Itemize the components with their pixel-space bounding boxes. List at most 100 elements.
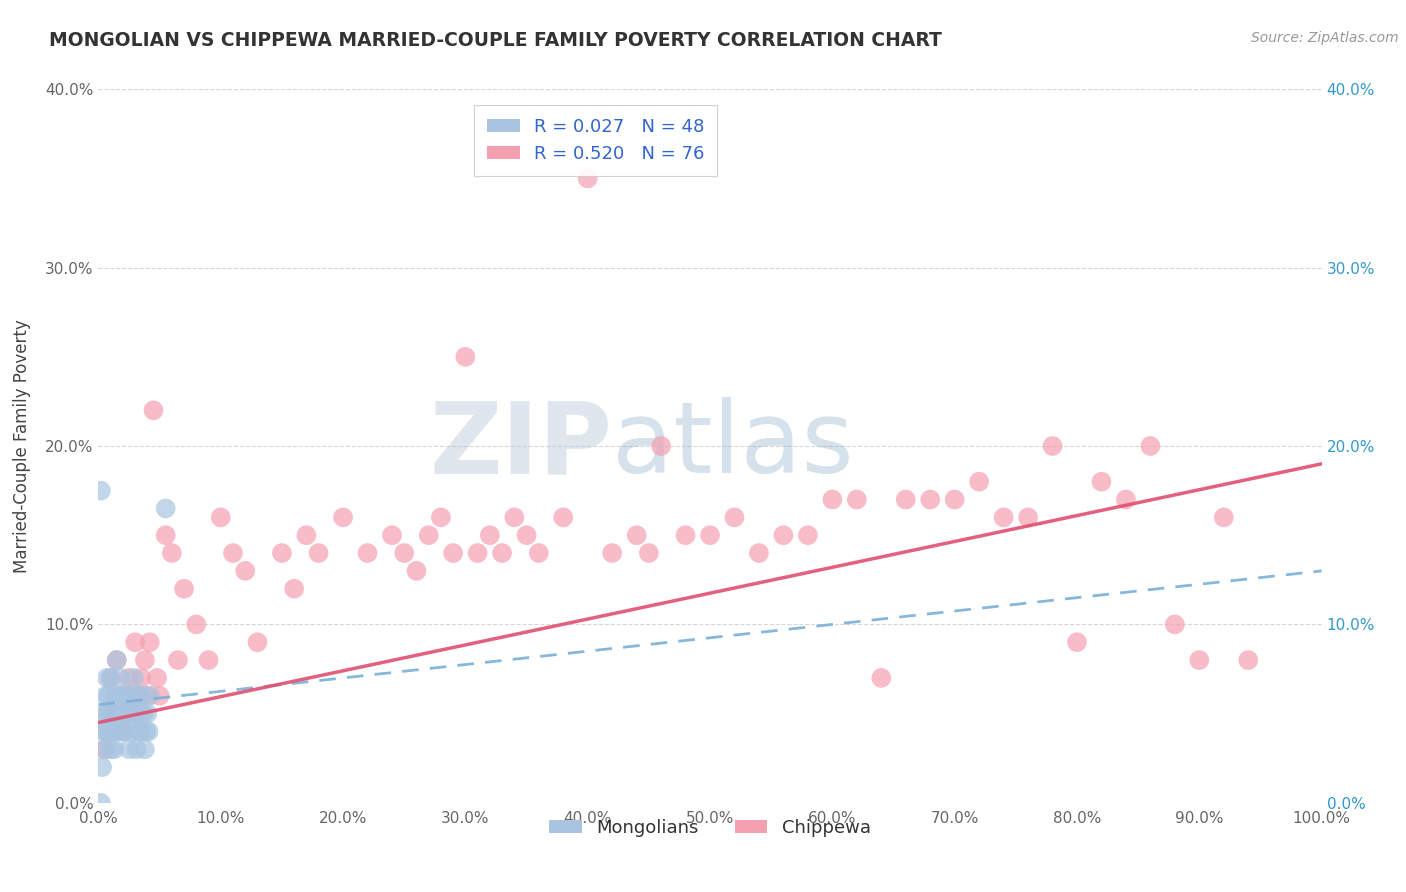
Point (246, 635, 269, 649)
Point (1042, 439, 1064, 453)
Point (381, 528, 404, 542)
Point (173, 582, 195, 596)
Point (93, 742, 115, 756)
Point (392, 546, 416, 560)
Point (418, 528, 440, 542)
Point (121, 724, 143, 739)
Point (1066, 635, 1088, 649)
Point (1115, 492, 1137, 507)
Point (112, 706, 135, 721)
Point (105, 653, 128, 667)
Point (723, 510, 745, 524)
Point (124, 635, 146, 649)
Point (97, 724, 120, 739)
Point (233, 564, 256, 578)
Point (1090, 475, 1112, 489)
Point (356, 546, 378, 560)
Point (134, 653, 156, 667)
Point (186, 617, 208, 632)
Point (821, 492, 844, 507)
Point (100, 671, 122, 685)
Point (118, 742, 141, 756)
Point (93, 706, 115, 721)
Point (149, 689, 172, 703)
Point (600, 546, 623, 560)
Point (515, 528, 537, 542)
Point (160, 546, 183, 560)
Point (111, 724, 134, 739)
Point (283, 582, 305, 596)
Point (107, 689, 129, 703)
Y-axis label: Married-Couple Family Poverty: Married-Couple Family Poverty (13, 319, 31, 573)
Point (576, 171, 599, 186)
Point (100, 742, 122, 756)
Point (103, 742, 125, 756)
Point (155, 528, 177, 542)
Point (894, 492, 917, 507)
Point (699, 528, 721, 542)
Point (626, 528, 648, 542)
Point (96, 706, 118, 721)
Point (637, 546, 661, 560)
Point (129, 671, 152, 685)
Point (845, 492, 868, 507)
Point (100, 671, 122, 685)
Point (139, 689, 162, 703)
Point (967, 475, 990, 489)
Point (943, 492, 966, 507)
Point (503, 510, 526, 524)
Point (1164, 617, 1187, 632)
Point (1188, 653, 1211, 667)
Point (155, 501, 177, 516)
Point (122, 671, 145, 685)
Point (748, 546, 770, 560)
Point (101, 706, 124, 721)
Point (108, 706, 131, 721)
Point (527, 546, 550, 560)
Point (553, 510, 575, 524)
Point (121, 706, 143, 721)
Point (135, 724, 157, 739)
Point (136, 706, 159, 721)
Point (1017, 510, 1039, 524)
Point (104, 706, 127, 721)
Point (870, 671, 893, 685)
Point (110, 671, 132, 685)
Point (128, 724, 150, 739)
Point (222, 546, 245, 560)
Point (120, 689, 142, 703)
Point (93, 742, 115, 756)
Text: ZIP: ZIP (429, 398, 612, 494)
Legend: Mongolians, Chippewa: Mongolians, Chippewa (543, 812, 877, 844)
Point (97, 689, 120, 703)
Point (90, 483, 112, 498)
Point (675, 528, 697, 542)
Point (308, 546, 330, 560)
Point (650, 439, 672, 453)
Text: Source: ZipAtlas.com: Source: ZipAtlas.com (1251, 31, 1399, 45)
Text: atlas: atlas (612, 398, 853, 494)
Point (96, 671, 118, 685)
Point (117, 706, 139, 721)
Point (90, 796, 112, 810)
Point (114, 689, 136, 703)
Point (120, 706, 142, 721)
Point (209, 510, 232, 524)
Point (105, 724, 128, 739)
Point (405, 564, 427, 578)
Text: MONGOLIAN VS CHIPPEWA MARRIED-COUPLE FAMILY POVERTY CORRELATION CHART: MONGOLIAN VS CHIPPEWA MARRIED-COUPLE FAM… (49, 31, 942, 50)
Point (491, 546, 513, 560)
Point (105, 653, 128, 667)
Point (1237, 653, 1260, 667)
Point (127, 689, 149, 703)
Point (134, 742, 156, 756)
Point (1139, 439, 1161, 453)
Point (94, 689, 117, 703)
Point (114, 724, 136, 739)
Point (139, 635, 162, 649)
Point (467, 546, 489, 560)
Point (91, 724, 114, 739)
Point (131, 689, 153, 703)
Point (430, 510, 453, 524)
Point (94, 724, 117, 739)
